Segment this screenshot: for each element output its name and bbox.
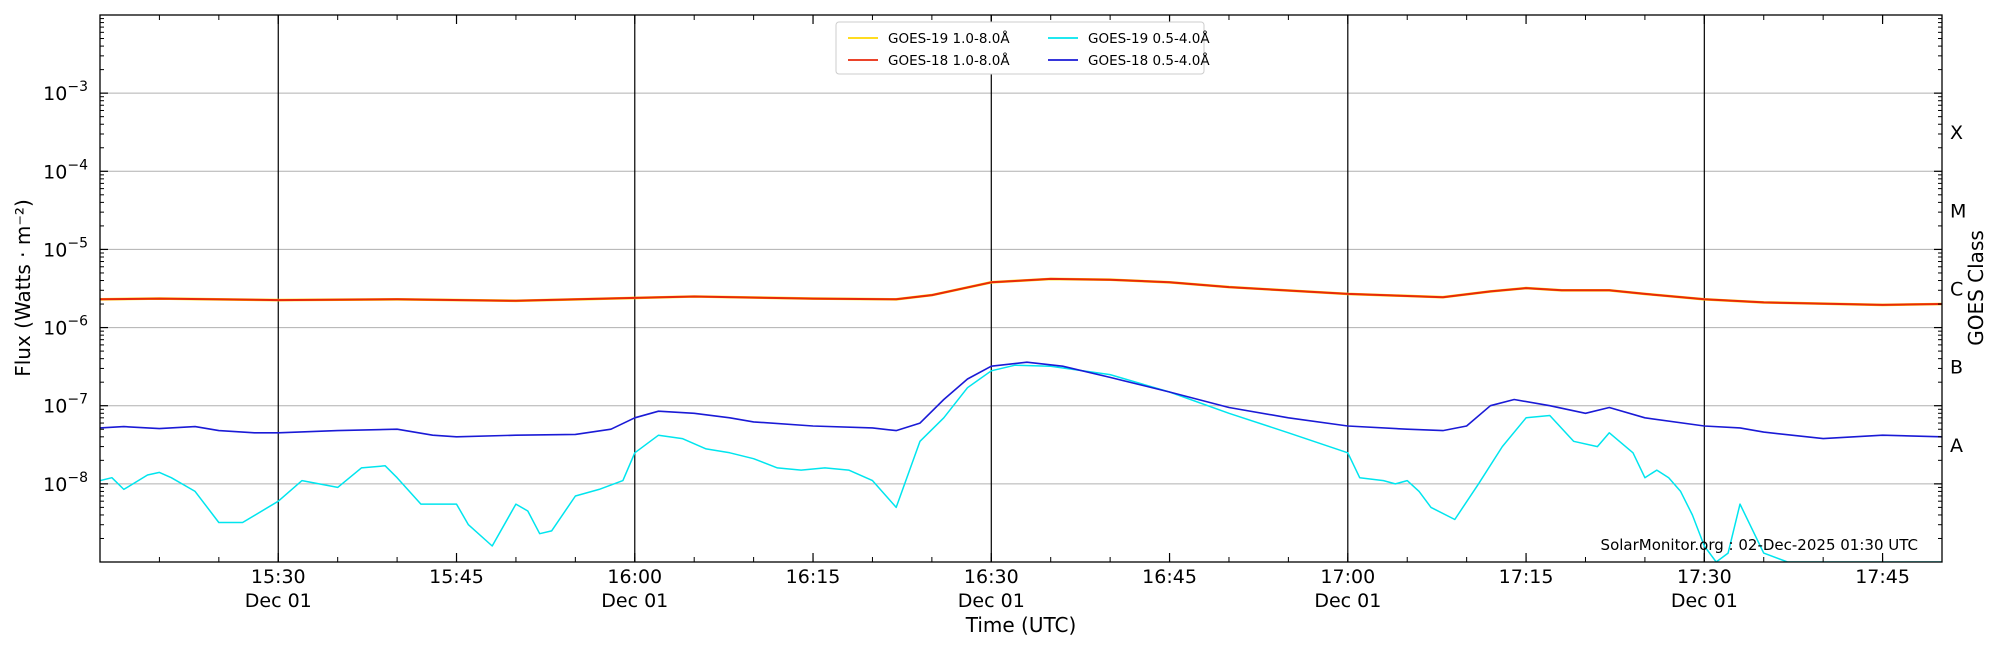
x-tick-label: 17:15 [1499, 566, 1554, 588]
series-layer [100, 277, 1942, 562]
goes-class-label: X [1950, 122, 1963, 144]
watermark: SolarMonitor.org : 02-Dec-2025 01:30 UTC [1601, 536, 1918, 554]
series-line [100, 277, 1942, 306]
x-tick-label: 17:45 [1855, 566, 1910, 588]
tick-layer [99, 15, 1943, 562]
legend-label: GOES-18 0.5-4.0Å [1088, 52, 1210, 69]
goes-class-label: A [1950, 435, 1963, 457]
goes-class-label: C [1950, 279, 1963, 301]
y-tick-label: 10−5 [43, 235, 88, 261]
series-line [100, 364, 1942, 562]
x-axis-title: Time (UTC) [965, 613, 1077, 637]
x-tick-date-label: Dec 01 [1671, 590, 1738, 612]
plot-background [100, 15, 1942, 562]
x-tick-label: 17:00 [1320, 566, 1375, 588]
y-tick-label: 10−7 [43, 392, 88, 418]
x-tick-label: 17:30 [1677, 566, 1732, 588]
x-tick-label: 16:45 [1142, 566, 1197, 588]
y-axis-title: Flux (Watts · m⁻²) [11, 199, 35, 377]
x-tick-date-label: Dec 01 [1314, 590, 1381, 612]
x-tick-label: 16:15 [786, 566, 841, 588]
y-tick-label: 10−4 [43, 157, 88, 183]
goes-class-axis-title: GOES Class [1964, 230, 1988, 346]
goes-class-label: B [1950, 357, 1963, 379]
x-tick-label: 15:30 [251, 566, 306, 588]
y-tick-label: 10−8 [43, 470, 88, 496]
x-tick-label: 16:00 [607, 566, 662, 588]
plot-frame [99, 14, 1943, 563]
grid-layer [100, 92, 1942, 485]
legend-label: GOES-18 1.0-8.0Å [888, 52, 1010, 69]
y-tick-label: 10−3 [43, 79, 88, 105]
x-tick-date-label: Dec 01 [958, 590, 1025, 612]
x-tick-date-label: Dec 01 [601, 590, 668, 612]
legend-label: GOES-19 1.0-8.0Å [888, 30, 1010, 47]
x-tick-label: 16:30 [964, 566, 1019, 588]
vline-layer [277, 15, 1705, 562]
goes-class-label: M [1950, 200, 1966, 222]
series-line [100, 361, 1942, 440]
y-tick-label: 10−6 [43, 314, 88, 340]
x-tick-date-label: Dec 01 [245, 590, 312, 612]
legend: GOES-19 1.0-8.0Å GOES-18 1.0-8.0Å GOES-19 … [835, 21, 1210, 75]
legend-box [835, 21, 1205, 75]
x-tick-label: 15:45 [429, 566, 484, 588]
legend-label: GOES-19 0.5-4.0Å [1088, 30, 1210, 47]
